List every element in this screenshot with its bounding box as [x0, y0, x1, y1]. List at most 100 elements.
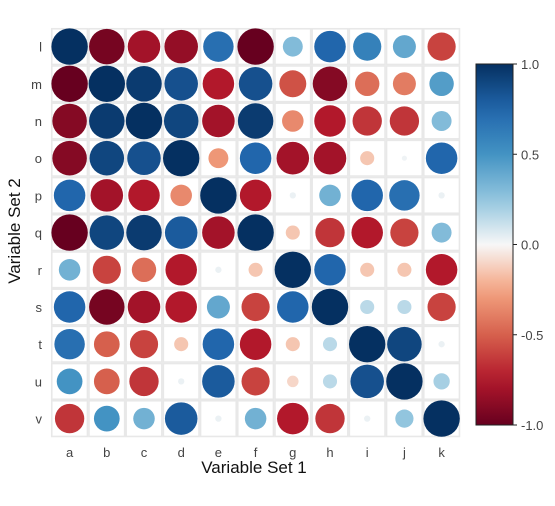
correlation-point-u-e [202, 365, 235, 398]
correlation-point-n-a [52, 103, 87, 139]
colorbar-ticks: 1.0 0.5 0.0 -0.5 -1.0 [513, 57, 543, 433]
correlation-point-n-k [431, 111, 452, 131]
colorbar-tick-label: 0.0 [521, 238, 539, 253]
correlation-point-m-g [279, 70, 307, 98]
correlation-point-r-h [314, 254, 346, 286]
correlation-point-m-k [429, 71, 454, 97]
correlation-point-q-g [285, 225, 300, 240]
x-axis-ticks: a b c d e f g h i j k [66, 445, 445, 460]
correlation-point-n-e [202, 104, 235, 138]
correlation-point-r-c [131, 257, 157, 283]
correlation-point-m-f [238, 67, 273, 101]
y-tick-label-l: l [39, 40, 42, 55]
y-tick-label-p: p [35, 188, 42, 203]
correlation-point-q-c [126, 214, 162, 251]
correlation-point-o-g [276, 141, 310, 175]
correlation-point-u-b [93, 368, 120, 395]
correlation-point-u-j [386, 363, 423, 400]
correlation-point-t-c [129, 330, 159, 359]
y-axis-ticks: l m n o p q r s t u v [31, 40, 43, 427]
correlation-point-r-g [274, 251, 311, 288]
color-legend: 1.0 0.5 0.0 -0.5 -1.0 [475, 57, 543, 433]
correlation-point-u-f [241, 367, 270, 396]
correlation-point-t-d [174, 337, 189, 352]
correlation-point-v-h [315, 403, 345, 434]
correlation-point-s-b [89, 289, 125, 325]
correlation-point-m-a [51, 65, 88, 103]
colorbar-tick-label: -0.5 [521, 328, 543, 343]
x-axis-title: Variable Set 1 [201, 458, 307, 477]
correlation-point-r-f [248, 262, 263, 277]
correlation-point-m-c [126, 66, 162, 102]
correlation-point-l-b [89, 28, 125, 65]
correlation-point-s-k [427, 292, 456, 322]
correlation-point-q-e [202, 216, 235, 249]
correlation-point-s-d [165, 291, 197, 323]
correlation-point-o-j [401, 155, 407, 161]
correlation-point-s-a [53, 291, 86, 323]
correlation-point-n-c [125, 102, 163, 140]
correlation-point-l-a [51, 28, 88, 65]
colorbar-tick-label: 1.0 [521, 57, 539, 72]
correlation-point-s-h [311, 288, 349, 326]
correlation-point-p-c [128, 179, 160, 212]
correlation-point-r-k [425, 254, 458, 286]
correlation-point-s-c [127, 290, 161, 324]
correlation-point-q-b [89, 215, 125, 250]
correlation-point-r-j [397, 262, 412, 277]
correlation-point-n-i [352, 106, 382, 136]
correlation-point-t-a [54, 328, 85, 360]
correlation-point-p-i [351, 179, 383, 212]
correlation-point-u-c [129, 366, 159, 397]
correlation-point-p-b [90, 179, 124, 212]
y-tick-label-n: n [35, 114, 42, 129]
colorbar-gradient [475, 63, 514, 426]
correlation-point-v-d [164, 402, 198, 435]
correlation-point-l-c [127, 30, 161, 63]
correlation-point-o-i [360, 151, 375, 166]
y-tick-label-t: t [38, 337, 42, 352]
x-tick-label-g: g [289, 445, 296, 460]
colorbar-tick-label: 0.5 [521, 147, 539, 162]
correlation-point-t-k [438, 341, 445, 348]
y-tick-label-q: q [35, 226, 42, 241]
correlation-point-p-g [289, 192, 296, 199]
correlation-point-p-k [438, 192, 445, 199]
correlation-point-q-k [431, 222, 452, 243]
correlation-point-r-d [165, 254, 197, 286]
x-tick-label-a: a [66, 445, 74, 460]
correlation-point-n-h [314, 105, 346, 137]
correlation-point-v-e [215, 415, 222, 422]
correlation-point-o-c [127, 141, 161, 175]
y-tick-label-u: u [35, 374, 42, 389]
correlation-point-l-f [237, 28, 274, 65]
correlation-point-r-i [360, 262, 375, 277]
correlation-point-p-h [319, 184, 341, 207]
correlation-point-u-h [322, 374, 338, 389]
correlation-point-s-j [397, 299, 412, 315]
correlation-point-n-j [389, 106, 420, 136]
correlation-point-o-f [239, 142, 272, 174]
correlation-point-t-j [387, 326, 422, 362]
correlation-point-s-g [277, 291, 309, 323]
correlation-point-p-j [389, 180, 420, 211]
colorbar-tick-label: -1.0 [521, 418, 543, 433]
x-tick-label-i: i [366, 445, 369, 460]
y-tick-label-r: r [38, 263, 43, 278]
correlation-point-r-e [215, 266, 222, 273]
correlation-point-u-g [287, 375, 299, 388]
correlation-point-o-a [52, 140, 87, 176]
correlation-point-o-e [208, 148, 229, 169]
correlation-point-s-f [241, 292, 270, 322]
correlation-point-o-b [89, 140, 125, 176]
correlation-point-m-b [88, 65, 126, 103]
correlation-point-l-g [282, 36, 303, 57]
correlation-point-s-e [206, 295, 230, 319]
correlation-point-t-f [239, 328, 272, 360]
correlation-point-p-d [170, 184, 192, 207]
correlation-point-n-g [282, 110, 304, 132]
correlation-circles [51, 28, 460, 437]
correlation-point-q-f [237, 214, 274, 251]
correlation-point-t-i [349, 326, 386, 363]
